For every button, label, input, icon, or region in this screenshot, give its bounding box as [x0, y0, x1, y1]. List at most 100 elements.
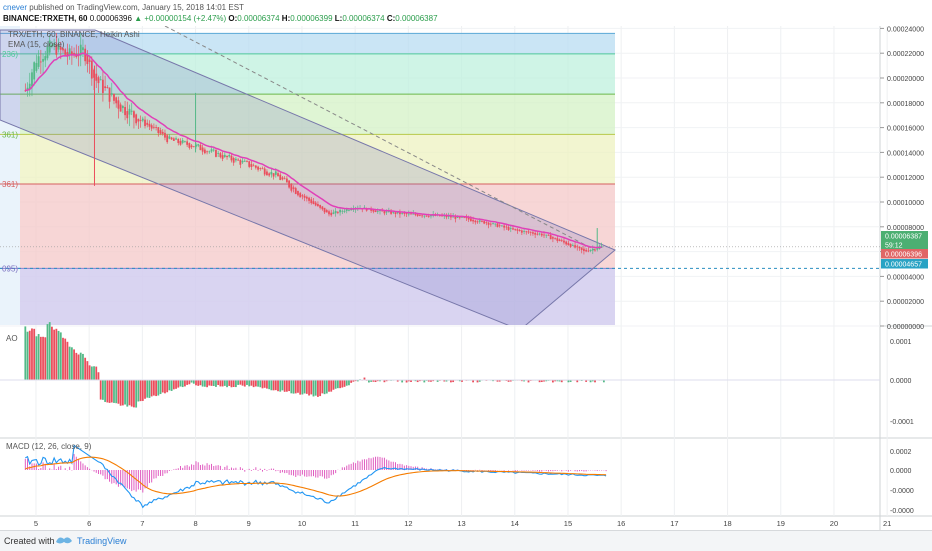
ao-bar [110, 380, 113, 403]
candle-body [538, 233, 541, 235]
ao-bar [299, 380, 302, 395]
ao-bar [496, 380, 499, 382]
candle-body [600, 246, 603, 248]
candle-body [285, 178, 288, 183]
ao-bar [197, 380, 200, 386]
ao-bar [70, 347, 73, 380]
ao-bar [277, 380, 279, 392]
candle-body [525, 231, 528, 233]
ao-bar [268, 380, 271, 390]
price-tick-label: 0.00020000 [887, 76, 924, 83]
candle-body [483, 221, 486, 224]
candle-body [443, 215, 446, 217]
time-tick-label: 10 [298, 519, 306, 528]
ao-bar [602, 380, 605, 383]
time-tick-label: 11 [351, 519, 359, 528]
footer: Created with TradingView [0, 530, 932, 551]
candle-body [102, 79, 104, 93]
candle-body [263, 168, 266, 175]
price-tick-label: 0.00008000 [887, 225, 924, 232]
ao-bar [215, 380, 217, 387]
candle-body [274, 171, 277, 175]
candle-body [226, 155, 228, 158]
ao-bar [330, 380, 333, 392]
price-tick-label: 0.00014000 [887, 150, 924, 157]
ao-bar [556, 380, 559, 382]
candle-body [591, 248, 594, 251]
ao-bar [246, 380, 248, 385]
ao-bar [317, 380, 319, 397]
ao-bar [321, 380, 324, 394]
candle-body [268, 173, 271, 176]
candle-body [235, 158, 237, 161]
ao-bar [226, 380, 228, 388]
ohlc-line: BINANCE:TRXETH, 60 0.00006396 ▲ +0.00000… [3, 13, 438, 24]
candle-body [212, 149, 215, 151]
ao-bar [576, 380, 579, 383]
ao-bar [297, 380, 299, 393]
ao-bar [274, 380, 277, 391]
candle-body [294, 188, 297, 194]
macd-tick-label: -0.0000 [890, 508, 914, 515]
ao-bar [201, 380, 204, 387]
candle-body [505, 226, 508, 228]
ao-bar [401, 380, 404, 383]
candle-body [241, 160, 244, 163]
ema-legend[interactable]: EMA (15, close) [8, 40, 65, 49]
tradingview-brand[interactable]: TradingView [77, 536, 127, 546]
ao-bar [73, 349, 75, 380]
chart-area[interactable]: AO MACD (12, 26, close, 9) 0.00024000 0.0… [0, 26, 932, 530]
candle-body [155, 127, 158, 128]
candle-body [215, 150, 217, 157]
candle-body [469, 218, 472, 222]
candle-body [430, 215, 432, 217]
ao-bar [190, 380, 193, 383]
ao-bar [164, 380, 166, 394]
ao-bar [288, 380, 291, 392]
macd-tick-label: 0.0002 [890, 449, 912, 456]
ao-bar [126, 380, 129, 407]
fib-band [20, 134, 615, 185]
ao-bar [195, 380, 197, 386]
ao-bar [177, 380, 180, 388]
candle-body [31, 72, 33, 87]
candle-body [576, 246, 579, 248]
candle-body [223, 154, 226, 157]
candle-body [137, 118, 140, 122]
author-name[interactable]: cnever [3, 3, 28, 12]
candle-body [512, 228, 514, 230]
candle-body [139, 120, 142, 122]
ao-bar [352, 380, 355, 382]
ao-bar [68, 346, 71, 380]
ao-bar [379, 380, 381, 382]
ao-bar [148, 380, 151, 398]
price-badge [881, 259, 928, 269]
fib-level-label: 095) [2, 264, 18, 273]
candle-body [42, 58, 44, 62]
price-tick-label: 0.00010000 [887, 200, 924, 207]
candle-body [148, 123, 151, 127]
candle-body [394, 212, 397, 214]
candle-body [161, 131, 164, 134]
candle-body [412, 213, 415, 215]
candle-body [458, 217, 461, 218]
candle-body [283, 178, 286, 180]
ao-bar [520, 380, 523, 382]
ao-bar [272, 380, 275, 391]
ao-bar [44, 337, 47, 380]
candle-body [374, 210, 377, 213]
candle-body [157, 127, 160, 134]
ao-bar [219, 380, 222, 387]
ao-bar [263, 380, 266, 388]
candle-body [465, 217, 468, 219]
ao-bar [102, 380, 104, 400]
candle-body [339, 209, 341, 213]
time-tick-label: 16 [617, 519, 625, 528]
candle-body [203, 149, 206, 154]
macd-tick-label: -0.0000 [890, 488, 914, 495]
ao-bar [551, 380, 554, 383]
candle-body [170, 137, 173, 140]
price-badge [881, 249, 928, 259]
close-value: 0.00006387 [395, 14, 438, 23]
ao-bar [452, 380, 455, 383]
